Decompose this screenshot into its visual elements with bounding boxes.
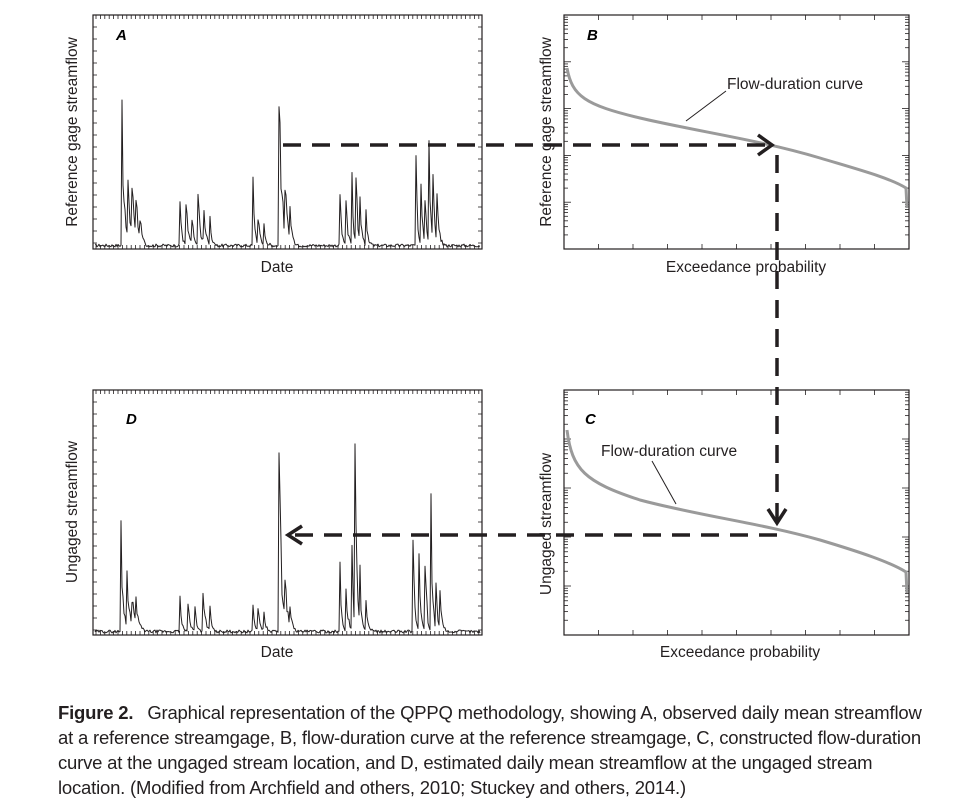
panel-d-xlabel: Date (261, 644, 294, 661)
panel-c-curve-label: Flow-duration curve (601, 443, 737, 460)
panel-d-hydrograph (94, 443, 481, 634)
axis-ticks (93, 15, 909, 636)
panel-b-letter: B (587, 27, 598, 44)
panel-c-flow-duration-curve (565, 429, 909, 594)
panel-b-ylabel: Reference gage streamflow (538, 36, 555, 226)
panel-a-hydrograph (94, 99, 481, 248)
panel-c-label-leader (651, 460, 677, 505)
arrowhead-left (284, 524, 303, 546)
figure-caption: Figure 2. Graphical representation of the… (58, 700, 938, 800)
panel-a-letter: A (115, 27, 127, 44)
panel-b-flow-duration-curve (565, 67, 909, 209)
panel-d-frame (92, 389, 483, 636)
panel-b-frame (563, 14, 910, 250)
panel-c-frame (563, 389, 910, 636)
caption-text: Graphical representation of the QPPQ met… (58, 702, 922, 798)
caption-label: Figure 2. (58, 702, 134, 723)
panel-c-xlabel: Exceedance probability (660, 644, 821, 661)
panel-c-ylabel: Ungaged streamflow (538, 452, 555, 595)
panel-a-ylabel: Reference gage streamflow (64, 36, 81, 226)
panel-d-ylabel: Ungaged streamflow (64, 440, 81, 583)
panel-d-letter: D (126, 411, 137, 428)
panel-b-xlabel: Exceedance probability (666, 259, 827, 276)
panel-a-xlabel: Date (261, 259, 294, 276)
panel-b-label-leader (685, 90, 727, 122)
panel-b-curve-label: Flow-duration curve (727, 76, 863, 93)
panel-c-letter: C (585, 411, 597, 428)
panel-a-frame (92, 14, 483, 250)
arrowhead-right (756, 133, 776, 157)
arrowhead-down (766, 508, 788, 527)
